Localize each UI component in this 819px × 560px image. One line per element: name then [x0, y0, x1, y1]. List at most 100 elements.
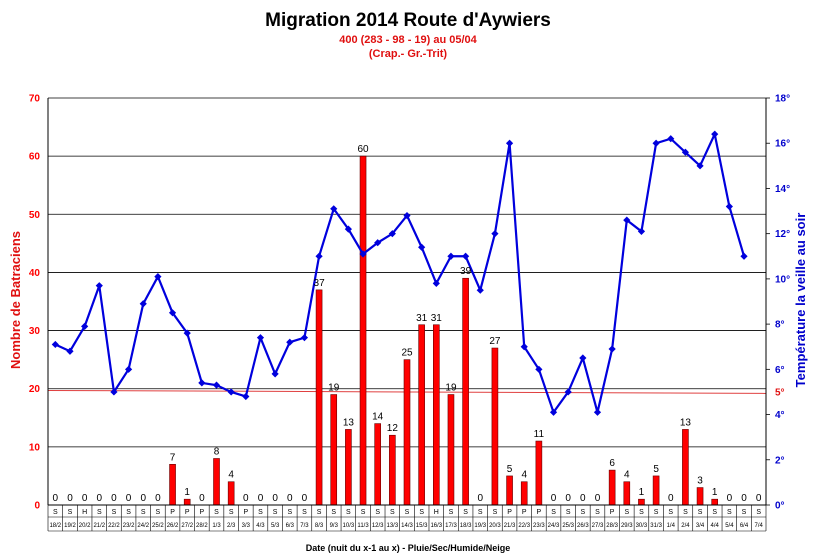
temperature-point — [462, 252, 470, 260]
x-axis-title: Date (nuit du x-1 au x) - Pluie/Sec/Humi… — [306, 543, 511, 553]
x-tick-label: 30/3 — [636, 523, 648, 529]
condition-label: P — [243, 509, 248, 516]
bar-value-label: 39 — [460, 266, 472, 277]
condition-label: S — [273, 509, 278, 516]
bar — [447, 394, 455, 506]
condition-label: S — [126, 509, 131, 516]
temperature-point — [81, 322, 89, 330]
bar-value-label: 19 — [445, 383, 457, 394]
condition-label: P — [522, 509, 527, 516]
condition-label: S — [493, 509, 498, 516]
bar — [418, 324, 425, 506]
temperature-point — [344, 225, 352, 233]
condition-label: S — [375, 509, 380, 516]
temperature-point — [579, 354, 587, 362]
bar — [403, 359, 411, 506]
condition-label: S — [361, 509, 366, 516]
x-tick-label: 8/3 — [315, 523, 324, 529]
y2-tick-label: 6° — [775, 365, 785, 376]
x-tick-label: 17/3 — [445, 523, 457, 529]
x-tick-label: 7/3 — [300, 523, 309, 529]
temperature-point — [520, 343, 528, 351]
condition-label: S — [742, 509, 747, 516]
condition-label: S — [258, 509, 263, 516]
condition-label: S — [112, 509, 117, 516]
condition-label: S — [449, 509, 454, 516]
bar-value-label: 13 — [680, 417, 692, 428]
bar-value-label: 0 — [565, 493, 571, 504]
condition-label: S — [698, 509, 703, 516]
bar — [389, 434, 396, 506]
bar-value-label: 27 — [489, 336, 501, 347]
y2-tick-label: 16° — [775, 139, 790, 150]
temperature-point — [403, 211, 411, 220]
bar — [535, 440, 543, 506]
bar — [623, 481, 631, 506]
y2-axis-title: Température la veille au soir — [793, 213, 808, 388]
temperature-point — [359, 250, 367, 258]
bar-value-label: 4 — [228, 470, 234, 481]
condition-label: P — [200, 509, 205, 516]
x-tick-label: 25/2 — [152, 523, 164, 529]
temperature-point — [491, 230, 499, 238]
y-tick-label: 60 — [29, 152, 41, 163]
bar-value-label: 0 — [272, 493, 278, 504]
bar-value-label: 0 — [97, 493, 103, 504]
x-tick-label: 31/3 — [650, 523, 662, 529]
temperature-point — [271, 370, 279, 378]
temperature-point — [652, 139, 660, 147]
bar — [652, 475, 660, 506]
condition-label: S — [639, 509, 644, 516]
bar — [183, 498, 191, 506]
bar-value-label: 3 — [697, 476, 703, 487]
bar-value-label: 4 — [624, 470, 630, 481]
x-tick-label: 22/2 — [108, 523, 120, 529]
bar — [506, 475, 513, 506]
y-tick-label: 0 — [34, 501, 40, 512]
bar-value-label: 0 — [140, 493, 146, 504]
bar-value-label: 0 — [155, 493, 161, 504]
bar-value-label: 7 — [170, 452, 176, 463]
x-tick-label: 21/2 — [93, 523, 105, 529]
bar — [227, 481, 235, 506]
condition-label: P — [507, 509, 512, 516]
bar-value-label: 0 — [477, 493, 483, 504]
bar — [520, 481, 528, 506]
bar-value-label: 0 — [287, 493, 293, 504]
bar-value-label: 0 — [67, 493, 73, 504]
condition-label: S — [551, 509, 556, 516]
x-tick-label: 9/3 — [330, 523, 339, 529]
bar-value-label: 12 — [387, 423, 399, 434]
temperature-point — [168, 309, 177, 317]
x-tick-label: 23/3 — [533, 523, 545, 529]
bar — [330, 394, 338, 506]
bar-value-label: 0 — [551, 493, 557, 504]
bar — [433, 324, 440, 506]
bar-value-label: 0 — [258, 493, 264, 504]
temperature-point — [330, 205, 338, 213]
x-tick-label: 18/2 — [49, 523, 61, 529]
temperature-point — [183, 329, 191, 337]
x-tick-label: 19/2 — [64, 523, 76, 529]
temperature-point — [388, 230, 396, 238]
temperature-point — [418, 243, 426, 251]
bar-value-label: 1 — [712, 487, 718, 498]
condition-label: S — [654, 509, 659, 516]
condition-label: S — [287, 509, 292, 516]
y-tick-label: 50 — [29, 210, 41, 221]
condition-label: H — [82, 509, 87, 516]
bar-value-label: 6 — [609, 458, 615, 469]
bar — [374, 423, 381, 506]
temperature-point — [725, 202, 733, 211]
temperature-point — [110, 388, 118, 396]
bar-value-label: 0 — [243, 493, 249, 504]
x-tick-label: 1/3 — [212, 523, 221, 529]
x-tick-label: 19/3 — [474, 523, 486, 529]
condition-label: S — [727, 509, 732, 516]
condition-label: S — [302, 509, 307, 516]
condition-label: S — [668, 509, 673, 516]
condition-label: S — [683, 509, 688, 516]
temperature-point — [124, 365, 133, 373]
x-tick-label: 23/2 — [123, 523, 135, 529]
x-tick-label: 27/2 — [181, 523, 193, 529]
